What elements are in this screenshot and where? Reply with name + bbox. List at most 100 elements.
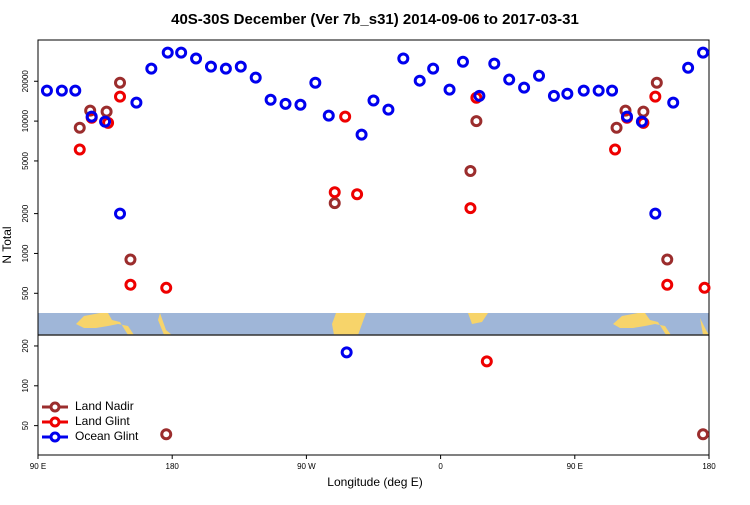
point — [413, 74, 426, 87]
point — [124, 253, 137, 266]
point — [382, 103, 395, 116]
point — [661, 253, 674, 266]
legend-marker — [49, 431, 61, 443]
x-tick-label: 0 — [438, 462, 443, 471]
point — [339, 110, 352, 123]
point — [322, 109, 335, 122]
land — [700, 318, 709, 335]
legend-marker — [49, 416, 61, 428]
point — [161, 46, 174, 59]
point — [456, 55, 469, 68]
point — [650, 76, 663, 89]
point — [443, 83, 456, 96]
point — [309, 76, 322, 89]
point — [610, 121, 623, 134]
point — [190, 52, 203, 65]
land — [76, 313, 134, 335]
land — [332, 313, 366, 335]
point — [114, 90, 127, 103]
point — [294, 98, 307, 111]
plot-frame — [37, 39, 710, 456]
point — [473, 89, 486, 102]
land — [158, 313, 172, 335]
point — [661, 278, 674, 291]
point — [124, 278, 137, 291]
point — [73, 143, 86, 156]
point — [427, 62, 440, 75]
y-tick-label: 5000 — [21, 151, 30, 169]
ocean — [38, 313, 709, 335]
point — [328, 186, 341, 199]
point — [355, 128, 368, 141]
y-tick-label: 50 — [21, 421, 30, 430]
x-tick-label: 90 E — [30, 462, 46, 471]
point — [533, 69, 546, 82]
point — [592, 84, 605, 97]
point — [234, 60, 247, 73]
y-tick-label: 500 — [21, 286, 30, 300]
y-tick-label: 10000 — [21, 109, 30, 132]
point — [84, 104, 97, 117]
point — [480, 355, 493, 368]
map-strip — [38, 313, 709, 336]
point — [649, 207, 662, 220]
point — [219, 62, 232, 75]
point — [85, 110, 98, 123]
x-tick-label: 180 — [166, 462, 180, 471]
point — [503, 73, 516, 86]
point — [114, 76, 127, 89]
land — [468, 313, 488, 324]
point — [698, 281, 711, 294]
point — [464, 164, 477, 177]
point — [577, 84, 590, 97]
point — [160, 428, 173, 441]
point — [697, 46, 710, 59]
y-axis-label: N Total — [0, 226, 14, 263]
x-axis-label: Longitude (deg E) — [327, 475, 422, 489]
point — [561, 87, 574, 100]
legend-label: Ocean Glint — [75, 429, 139, 443]
point — [619, 104, 632, 117]
point — [518, 81, 531, 94]
point — [340, 346, 353, 359]
point — [99, 115, 112, 128]
point — [130, 96, 143, 109]
point — [606, 84, 619, 97]
point — [488, 57, 501, 70]
point — [682, 61, 695, 74]
point — [145, 62, 158, 75]
point — [464, 202, 477, 215]
x-tick-label: 90 W — [297, 462, 316, 471]
land — [613, 313, 671, 335]
legend-label: Land Glint — [75, 414, 130, 428]
point — [397, 52, 410, 65]
point — [620, 110, 633, 123]
point — [351, 188, 364, 201]
point — [175, 46, 188, 59]
series — [40, 46, 710, 359]
point — [69, 84, 82, 97]
point — [547, 89, 560, 102]
point — [73, 121, 86, 134]
point — [609, 143, 622, 156]
series — [73, 76, 710, 441]
point — [114, 207, 127, 220]
point — [55, 84, 68, 97]
y-tick-label: 1000 — [21, 244, 30, 262]
point — [160, 281, 173, 294]
point — [470, 115, 483, 128]
point — [367, 94, 380, 107]
point — [249, 71, 262, 84]
point — [697, 428, 710, 441]
legend-label: Land Nadir — [75, 399, 134, 413]
x-tick-label: 90 E — [567, 462, 583, 471]
y-tick-label: 200 — [21, 339, 30, 353]
y-tick-label: 20000 — [21, 70, 30, 93]
point — [204, 60, 217, 73]
y-tick-label: 2000 — [21, 204, 30, 222]
point — [40, 84, 53, 97]
chart-title: 40S-30S December (Ver 7b_s31) 2014-09-06… — [171, 11, 579, 28]
y-tick-label: 100 — [21, 379, 30, 393]
point — [279, 97, 292, 110]
